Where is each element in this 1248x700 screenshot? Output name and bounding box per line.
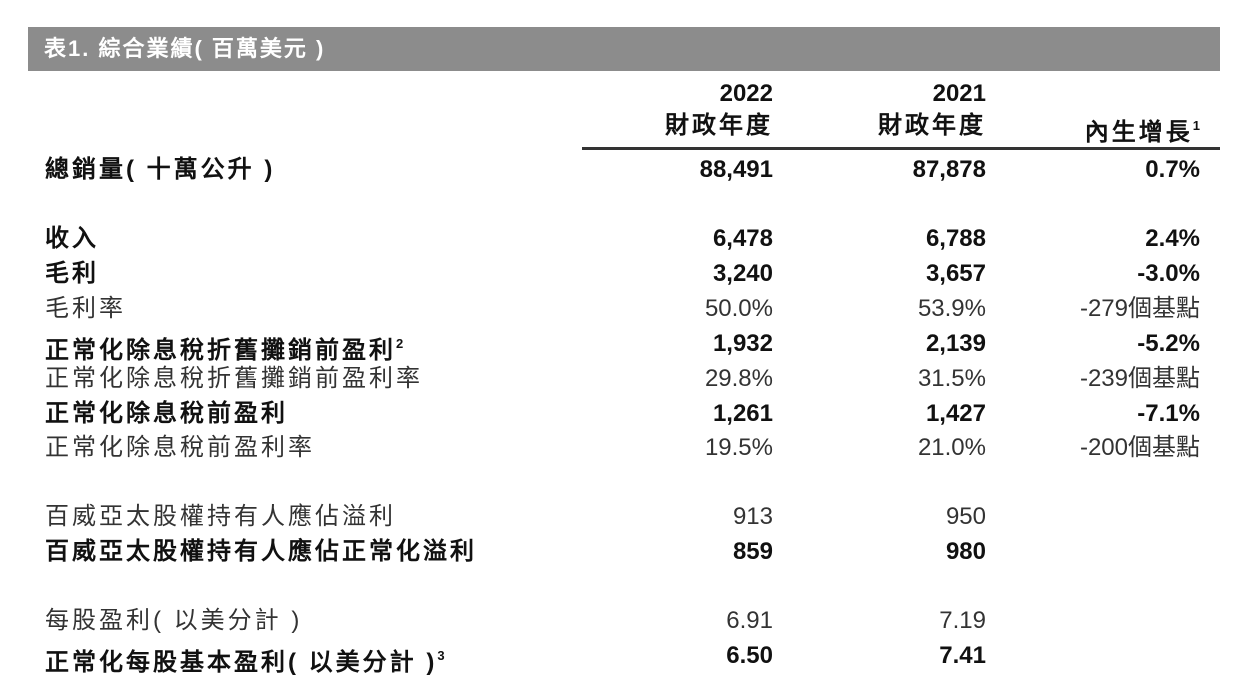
row-label-text: 正常化每股基本盈利( 以美分計 ) xyxy=(45,649,438,676)
header-year: 2021 xyxy=(932,80,986,107)
value-2022: 1,932 xyxy=(712,330,773,357)
row-label: 正常化除息稅前盈利 xyxy=(45,397,288,431)
column-header-2022: 2022 財政年度 xyxy=(665,78,773,142)
value-2021: 950 xyxy=(945,503,986,530)
value-growth: -7.1% xyxy=(1137,400,1200,427)
table-row: 百威亞太股權持有人應佔溢利 913 950 xyxy=(0,500,1248,534)
value-2022: 50.0% xyxy=(704,295,773,322)
table-row: 正常化除息稅前盈利 1,261 1,427 -7.1% xyxy=(0,397,1248,431)
value-2021: 53.9% xyxy=(917,295,986,322)
table-title: 表1. 綜合業績( 百萬美元 ) xyxy=(28,27,1220,71)
value-2021: 21.0% xyxy=(917,434,986,461)
table-row: 毛利 3,240 3,657 -3.0% xyxy=(0,257,1248,291)
row-label: 正常化除息稅折舊攤銷前盈利2 xyxy=(45,327,403,368)
value-2021: 31.5% xyxy=(917,365,986,392)
value-growth: 2.4% xyxy=(1145,225,1200,252)
table-row: 總銷量( 十萬公升 ) 88,491 87,878 0.7% xyxy=(0,153,1248,187)
table-row: 百威亞太股權持有人應佔正常化溢利 859 980 xyxy=(0,535,1248,569)
row-label-text: 正常化除息稅前盈利率 xyxy=(45,434,315,461)
value-growth: -279個基點 xyxy=(1079,295,1200,322)
value-growth: 0.7% xyxy=(1145,156,1200,183)
row-label-text: 正常化除息稅折舊攤銷前盈利 xyxy=(45,337,396,364)
value-2021: 7.41 xyxy=(939,642,986,669)
header-label: 內生增長 xyxy=(1084,119,1193,146)
row-label-text: 毛利率 xyxy=(45,295,126,322)
table-row: 收入 6,478 6,788 2.4% xyxy=(0,222,1248,256)
row-label: 正常化除息稅前盈利率 xyxy=(45,431,315,465)
row-label-text: 百威亞太股權持有人應佔正常化溢利 xyxy=(45,538,477,565)
header-rule xyxy=(582,147,1220,150)
value-2022: 913 xyxy=(732,503,773,530)
table-row: 正常化除息稅前盈利率 19.5% 21.0% -200個基點 xyxy=(0,431,1248,465)
row-label-text: 百威亞太股權持有人應佔溢利 xyxy=(45,503,396,530)
row-label: 收入 xyxy=(45,222,99,256)
value-2022: 1,261 xyxy=(712,400,773,427)
header-label: 財政年度 xyxy=(878,112,986,139)
row-label-text: 收入 xyxy=(45,225,99,252)
row-label: 百威亞太股權持有人應佔正常化溢利 xyxy=(45,535,477,569)
table-row: 正常化除息稅折舊攤銷前盈利2 1,932 2,139 -5.2% xyxy=(0,327,1248,364)
value-2021: 87,878 xyxy=(912,156,986,183)
row-label: 每股盈利( 以美分計 ) xyxy=(45,604,302,638)
footnote-marker: 3 xyxy=(437,648,445,663)
value-growth: -5.2% xyxy=(1137,330,1200,357)
value-growth: -239個基點 xyxy=(1079,365,1200,392)
header-label: 財政年度 xyxy=(665,112,773,139)
row-label: 毛利 xyxy=(45,257,99,291)
row-label-text: 正常化除息稅折舊攤銷前盈利率 xyxy=(45,365,423,392)
value-growth: -3.0% xyxy=(1137,260,1200,287)
row-label: 毛利率 xyxy=(45,292,126,326)
footnote-marker: 2 xyxy=(396,336,404,351)
row-label: 正常化每股基本盈利( 以美分計 )3 xyxy=(45,639,445,680)
footnote-marker: 1 xyxy=(1192,118,1200,133)
column-header-2021: 2021 財政年度 xyxy=(878,78,986,142)
row-label: 總銷量( 十萬公升 ) xyxy=(45,153,275,187)
value-2021: 980 xyxy=(945,538,986,565)
value-2022: 6.50 xyxy=(726,642,773,669)
value-2022: 88,491 xyxy=(699,156,773,183)
value-2021: 3,657 xyxy=(925,260,986,287)
table-row: 每股盈利( 以美分計 ) 6.91 7.19 xyxy=(0,604,1248,638)
table-row: 正常化除息稅折舊攤銷前盈利率 29.8% 31.5% -239個基點 xyxy=(0,362,1248,396)
value-2022: 19.5% xyxy=(704,434,773,461)
row-label-text: 正常化除息稅前盈利 xyxy=(45,400,288,427)
table-row: 正常化每股基本盈利( 以美分計 )3 6.50 7.41 xyxy=(0,639,1248,676)
column-header-growth: 內生增長1 xyxy=(1085,110,1200,149)
value-growth: -200個基點 xyxy=(1079,434,1200,461)
value-2022: 859 xyxy=(732,538,773,565)
header-year: 2022 xyxy=(719,80,773,107)
value-2022: 3,240 xyxy=(712,260,773,287)
value-2021: 2,139 xyxy=(925,330,986,357)
value-2022: 29.8% xyxy=(704,365,773,392)
value-2021: 7.19 xyxy=(939,607,986,634)
row-label-text: 每股盈利( 以美分計 ) xyxy=(45,607,303,634)
row-label: 正常化除息稅折舊攤銷前盈利率 xyxy=(45,362,423,396)
value-2021: 1,427 xyxy=(925,400,986,427)
row-label: 百威亞太股權持有人應佔溢利 xyxy=(45,500,396,534)
row-label-text: 毛利 xyxy=(45,260,99,287)
value-2021: 6,788 xyxy=(925,225,986,252)
value-2022: 6,478 xyxy=(712,225,773,252)
row-label-text: 總銷量( 十萬公升 ) xyxy=(45,156,276,183)
value-2022: 6.91 xyxy=(726,607,773,634)
table-row: 毛利率 50.0% 53.9% -279個基點 xyxy=(0,292,1248,326)
